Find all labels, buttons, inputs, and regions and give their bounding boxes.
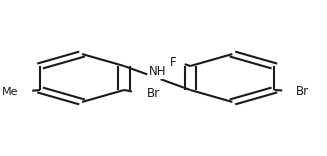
Text: Me: Me [2,87,18,97]
Text: NH: NH [148,65,166,78]
Text: F: F [170,56,176,69]
Text: Br: Br [296,85,309,98]
Text: Br: Br [146,87,160,100]
